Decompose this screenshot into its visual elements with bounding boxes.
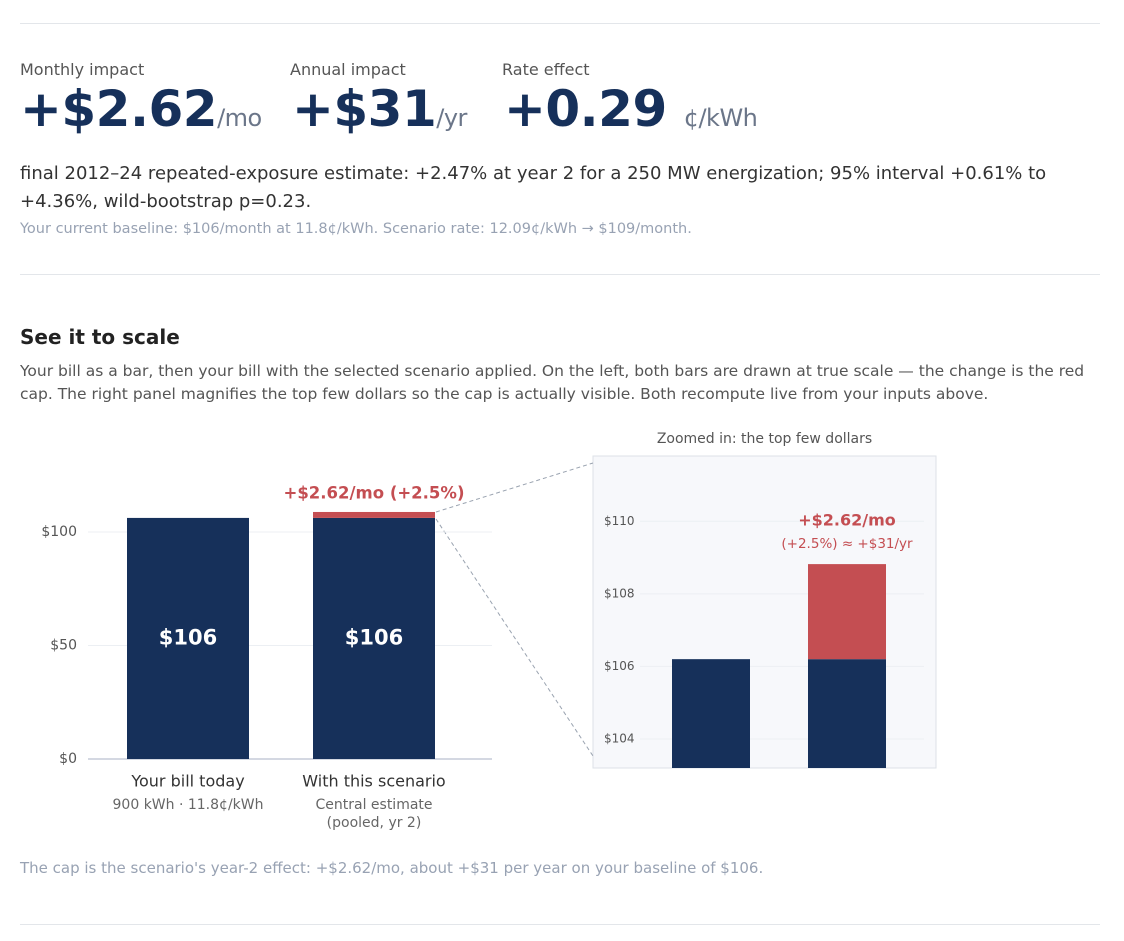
bar-segment <box>808 659 886 768</box>
metric-unit: /yr <box>436 104 467 132</box>
y-tick-label: $50 <box>50 637 77 653</box>
divider <box>20 23 1100 24</box>
bar-segment <box>313 511 435 518</box>
metric-unit: ¢/kWh <box>683 104 758 132</box>
y-tick-label: $104 <box>604 731 635 745</box>
bar-segment <box>127 517 249 759</box>
y-tick-label: $100 <box>41 524 77 540</box>
y-tick-label: $110 <box>604 514 635 528</box>
metric-label: Rate effect <box>502 60 590 79</box>
baseline-note: Your current baseline: $106/month at 11.… <box>20 221 692 237</box>
bar-value-label: $106 <box>159 625 217 649</box>
annotation: (+2.5%) ≈ +$31/yr <box>781 536 913 552</box>
caption: The cap is the scenario's year-2 effect:… <box>20 859 764 877</box>
bar-segment <box>808 564 886 660</box>
y-tick-label: $108 <box>604 586 635 600</box>
section-title: See it to scale <box>20 325 180 349</box>
metric-number: +0.29 <box>504 80 667 138</box>
x-tick-label: With this scenario <box>302 772 445 791</box>
annotation: +$2.62/mo (+2.5%) <box>284 484 465 503</box>
x-tick-label: Your bill today <box>130 772 244 791</box>
divider <box>20 274 1100 275</box>
category-note: 900 kWh · 11.8¢/kWh <box>113 797 264 813</box>
bar-segment <box>313 517 435 759</box>
divider <box>20 924 1100 925</box>
category-note: (pooled, yr 2) <box>327 815 422 831</box>
y-tick-label: $0 <box>59 751 77 767</box>
bar-value-label: $106 <box>345 625 403 649</box>
annotation: +$2.62/mo <box>798 511 896 530</box>
category-note: Central estimate <box>315 797 432 813</box>
metric-number: +$2.62 <box>20 80 218 138</box>
connector <box>435 518 594 757</box>
metric-value: +$2.62/mo <box>20 80 262 138</box>
metric-label: Annual impact <box>290 60 406 79</box>
y-tick-label: $106 <box>604 659 635 673</box>
estimate-text: final 2012–24 repeated-exposure estimate… <box>20 163 1047 212</box>
metric-unit: /mo <box>217 104 262 132</box>
chart-title: Zoomed in: the top few dollars <box>657 431 872 447</box>
metric-label: Monthly impact <box>20 60 145 79</box>
metric-value: +0.29 ¢/kWh <box>504 80 758 138</box>
section-intro: Your bill as a bar, then your bill with … <box>20 362 1085 403</box>
metric-value: +$31/yr <box>292 80 467 138</box>
bar-segment <box>672 659 750 768</box>
metric-number: +$31 <box>292 80 437 138</box>
